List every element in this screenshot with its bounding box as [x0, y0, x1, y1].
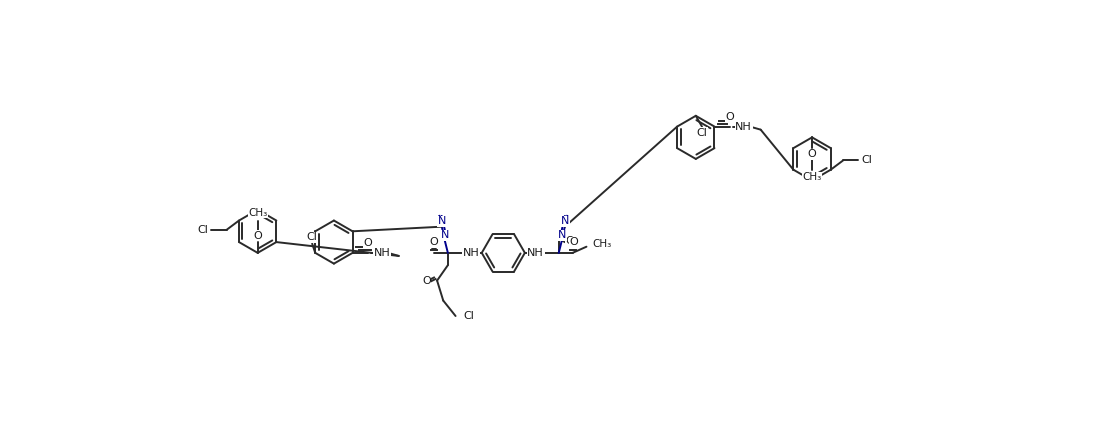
Text: NH: NH	[463, 248, 479, 258]
Text: NH: NH	[528, 248, 544, 258]
Text: O: O	[565, 236, 574, 245]
Text: NH: NH	[373, 248, 391, 258]
Text: O: O	[422, 276, 431, 285]
Text: Cl: Cl	[307, 233, 318, 242]
Text: O: O	[807, 149, 816, 159]
Text: N: N	[441, 230, 449, 240]
Text: CH₃: CH₃	[248, 208, 268, 218]
Text: O: O	[569, 237, 578, 247]
Text: Cl: Cl	[463, 311, 474, 321]
Text: O: O	[725, 112, 734, 121]
Text: Cl: Cl	[861, 155, 872, 165]
Text: NH: NH	[735, 121, 753, 132]
Text: O: O	[430, 237, 439, 247]
Text: O: O	[363, 238, 372, 248]
Text: N: N	[557, 230, 566, 240]
Text: N: N	[438, 216, 445, 226]
Text: N: N	[561, 216, 569, 226]
Text: CH₃: CH₃	[592, 239, 612, 249]
Text: O: O	[253, 231, 262, 241]
Text: CH₃: CH₃	[802, 173, 822, 182]
Text: Cl: Cl	[697, 128, 708, 138]
Text: Cl: Cl	[197, 225, 208, 235]
